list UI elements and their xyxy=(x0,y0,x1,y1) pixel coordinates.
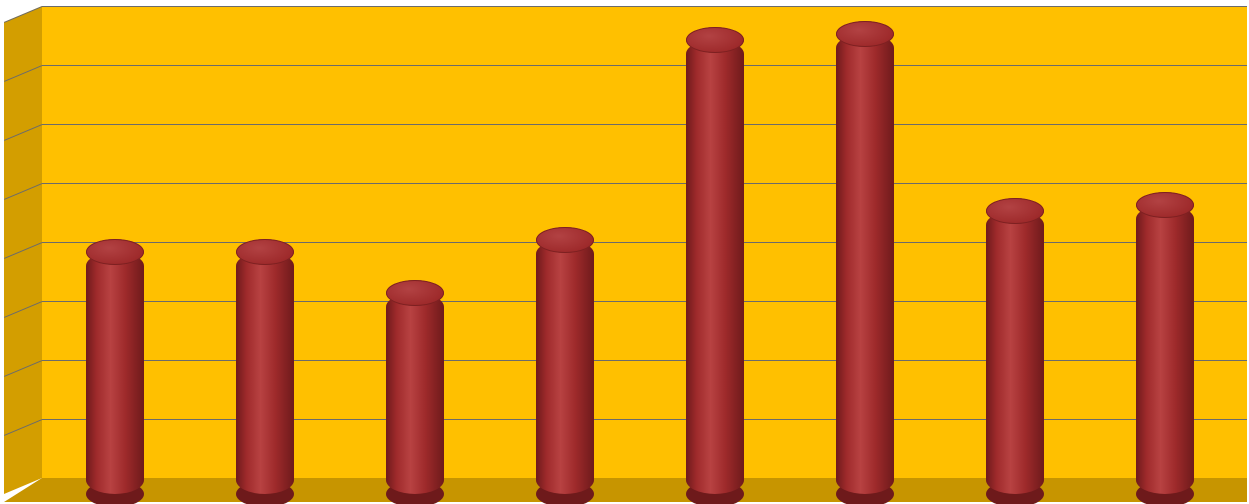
bar xyxy=(386,293,444,494)
bar-chart xyxy=(0,0,1249,504)
bar xyxy=(536,240,594,494)
bar xyxy=(686,40,744,494)
bar xyxy=(236,252,294,494)
bar xyxy=(836,34,894,494)
bar xyxy=(1136,205,1194,494)
chart-bars xyxy=(0,0,1249,504)
bar xyxy=(86,252,144,494)
bar xyxy=(986,211,1044,494)
